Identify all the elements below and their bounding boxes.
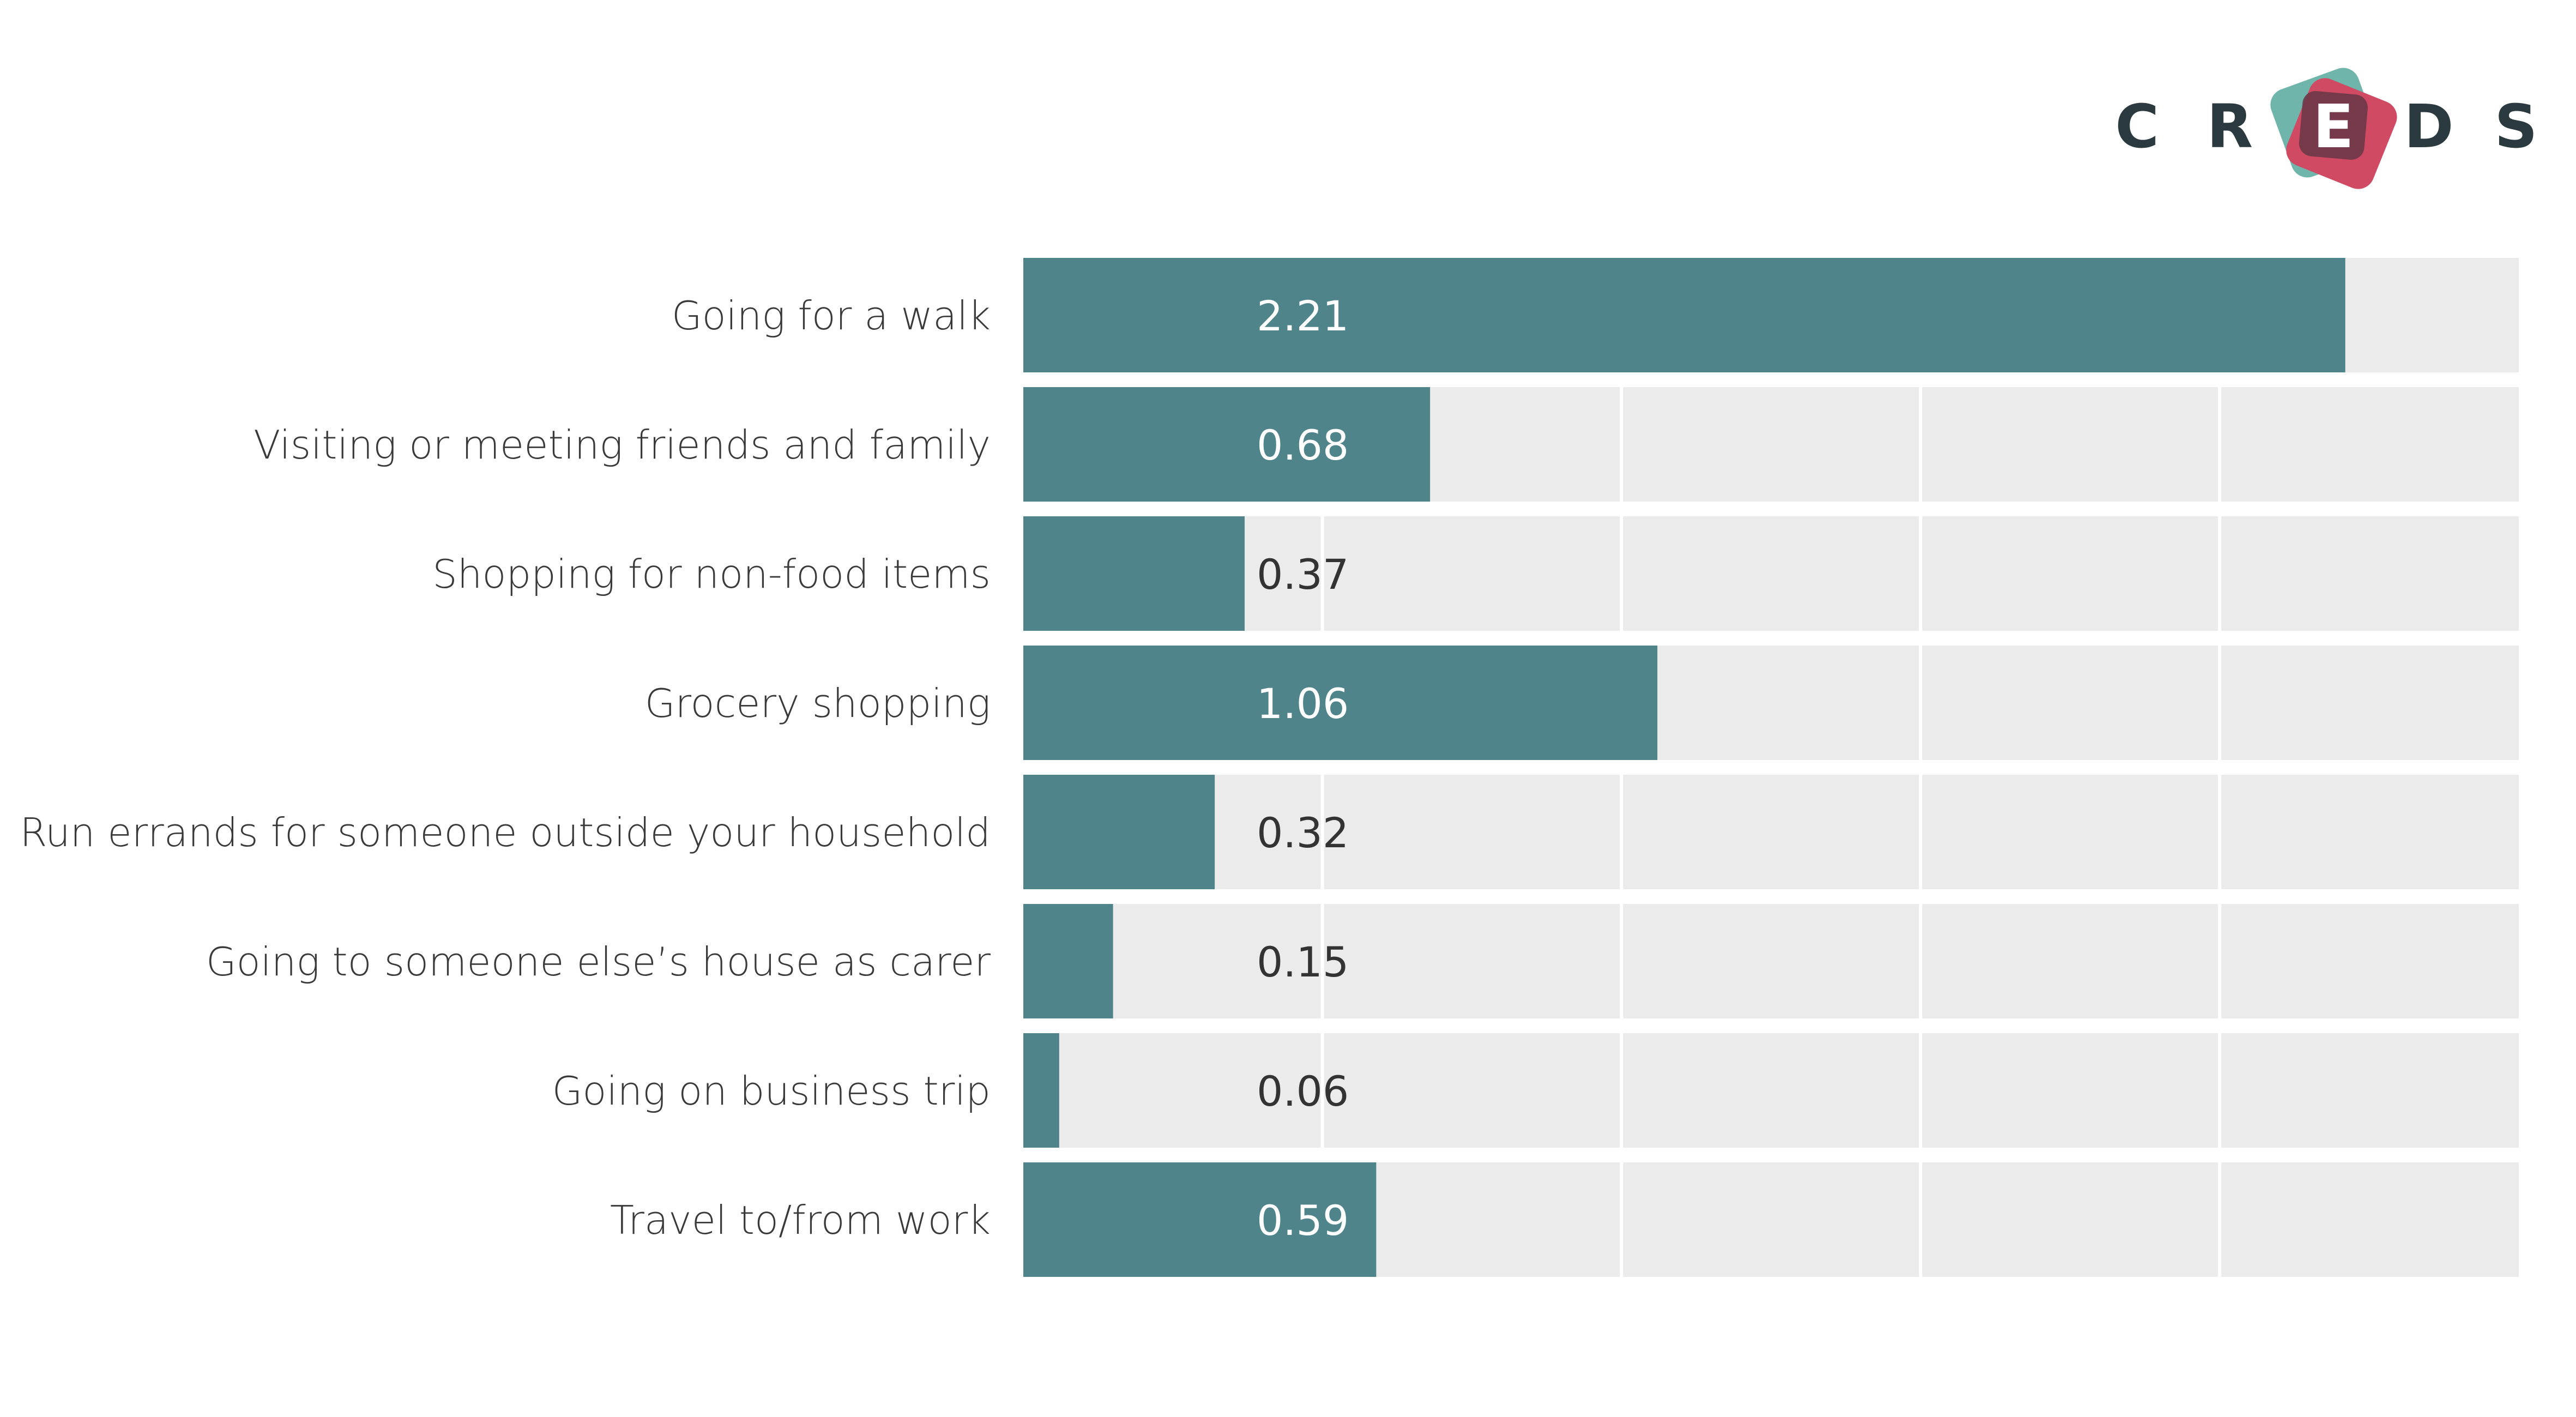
value-label: 0.59 [1257, 1196, 1349, 1245]
value-label: 0.68 [1257, 421, 1349, 469]
bar [1023, 904, 1113, 1018]
bar [1023, 775, 1215, 889]
category-label: Visiting or meeting friends and family [254, 422, 991, 468]
logo-mark-icon [2270, 68, 2397, 189]
creds-logo: C R E D S [2115, 68, 2538, 189]
category-label: Run errands for someone outside your hou… [20, 810, 991, 855]
bar-track [1023, 1033, 2519, 1148]
bar [1023, 516, 1245, 631]
bar-track [1023, 775, 2519, 889]
bar [1023, 1162, 1377, 1277]
category-label: Going for a walk [672, 293, 991, 339]
bar [1023, 387, 1431, 502]
bar-track [1023, 516, 2519, 631]
value-label: 2.21 [1257, 292, 1349, 340]
bar [1023, 258, 2345, 372]
value-label: 0.32 [1257, 809, 1349, 857]
logo-letter-s: S [2494, 92, 2537, 161]
value-labels: 2.21 0.68 0.37 1.06 0.32 0.15 0.06 0.59 [1257, 292, 1349, 1245]
category-label: Travel to/from work [610, 1197, 991, 1243]
category-label: Grocery shopping [645, 680, 991, 726]
category-label: Going on business trip [552, 1068, 991, 1114]
value-label: 0.06 [1257, 1067, 1349, 1115]
category-label: Shopping for non-food items [432, 551, 991, 597]
logo-letter-c: C [2115, 92, 2159, 161]
logo-letter-e: E [2313, 92, 2354, 161]
bar-track [1023, 904, 2519, 1018]
logo-letter-r: R [2207, 92, 2253, 161]
category-labels: Going for a walk Visiting or meeting frie… [20, 293, 991, 1243]
value-label: 0.15 [1257, 938, 1349, 986]
bar [1023, 646, 1658, 760]
bars [1023, 258, 2345, 1277]
gridlines [1320, 387, 2222, 1277]
bar [1023, 1033, 1059, 1148]
category-label: Going to someone else’s house as carer [206, 939, 991, 985]
value-label: 0.37 [1257, 550, 1349, 599]
logo-letter-d: D [2404, 92, 2453, 161]
value-label: 1.06 [1257, 679, 1349, 728]
